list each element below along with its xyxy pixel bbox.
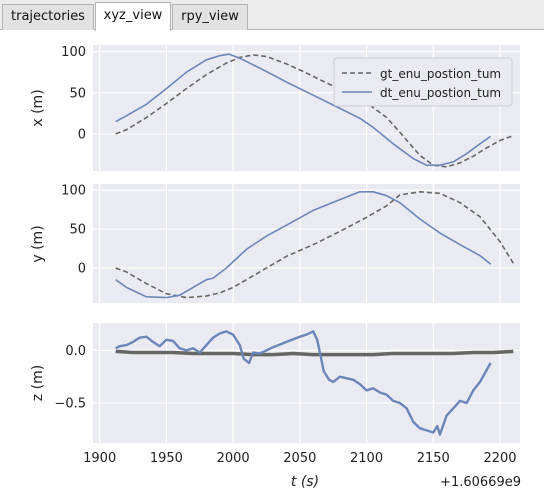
x-tick-label: 2000 [217,451,250,466]
dt-series-line [115,191,492,299]
dt-series-line [115,330,492,436]
ylabel-y: y (m) [30,225,46,262]
x-offset-label: +1.60669e9 [440,475,521,490]
tab-rpy-view[interactable]: rpy_view [172,4,248,30]
tab-xyz-view[interactable]: xyz_view [95,2,171,31]
x-tick-label: 2100 [350,451,383,466]
y-tick-label: 0 [78,127,86,142]
gt-series-line [115,191,514,299]
y-tick-label: 0 [78,262,86,277]
legend-label-dt: dt_enu_postion_tum [380,86,501,100]
y-tick-label: 50 [69,86,86,101]
y-tick-label: 100 [61,45,86,60]
legend-box [333,57,513,107]
series-layer [115,53,514,436]
y-panel-bg [93,184,520,303]
x-tick-label: 1950 [150,451,183,466]
ylabel-x: x (m) [30,89,46,126]
x-tick-label: 2200 [483,451,516,466]
z-panel-bg [93,323,520,443]
y-tick-label: 50 [69,223,86,238]
y-tick-label: −0.5 [54,397,86,412]
figure-area: 0 50 100 0 50 100 0.0 −0.5 1900 1950 2000 2050 2100 2… [0,31,544,497]
legend: gt_enu_postion_tum dt_enu_postion_tum [333,57,513,107]
xyz-plot: 0 50 100 0 50 100 0.0 −0.5 1900 1950 2000 2050 2100 2… [30,45,521,490]
axis-labels: 0 50 100 0 50 100 0.0 −0.5 1900 1950 2000 2050 2100 2… [54,45,516,466]
tab-bar: trajectories xyz_view rpy_view [0,0,544,31]
x-tick-label: 2050 [283,451,316,466]
ylabel-z: z (m) [30,365,46,401]
dt-series-line [115,53,492,166]
grid-lines [93,45,520,443]
legend-label-gt: gt_enu_postion_tum [380,67,501,81]
y-tick-label: 0.0 [65,344,86,359]
gt-series-line [115,349,514,357]
gt-series-line [115,54,514,168]
x-tick-label: 2150 [417,451,450,466]
x-tick-label: 1900 [83,451,116,466]
tab-trajectories[interactable]: trajectories [2,4,94,30]
y-tick-label: 100 [61,184,86,199]
x-axis-label: t (s) [291,474,319,490]
